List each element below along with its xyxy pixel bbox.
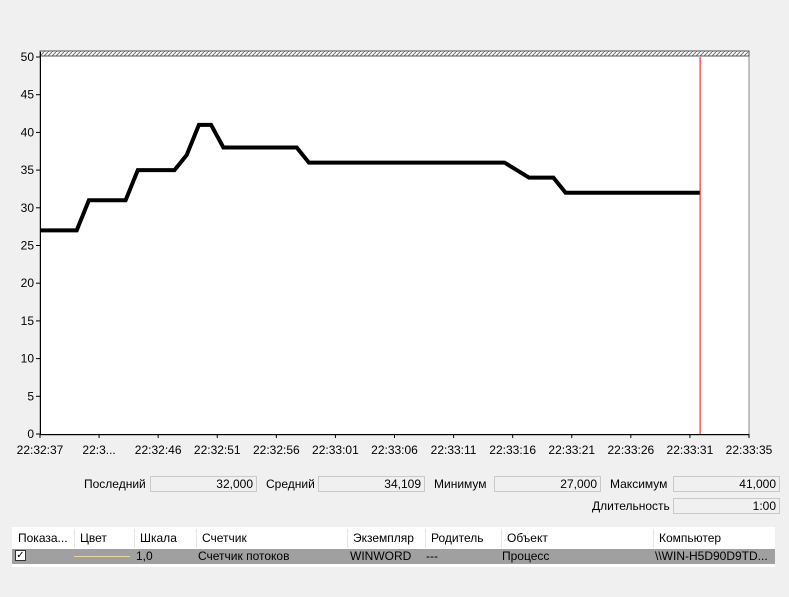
series-color-swatch (74, 556, 130, 557)
y-tick-label: 20 (21, 276, 35, 290)
col-header-scale[interactable]: Шкала (140, 531, 177, 545)
x-tick-label: 22:33:26 (607, 443, 654, 457)
x-tick-label: 22:3... (82, 443, 115, 457)
table-row[interactable]: ✓ 1,0 Счетчик потоков WINWORD --- Процес… (12, 549, 775, 564)
plot-area (39, 51, 750, 436)
counter-legend-table[interactable]: Показа... Цвет Шкала Счетчик Экземпляр Р… (12, 527, 775, 567)
instance-cell: WINWORD (350, 549, 412, 563)
x-tick-label: 22:33:21 (548, 443, 595, 457)
y-tick-label: 30 (21, 201, 35, 215)
col-header-instance[interactable]: Экземпляр (353, 531, 414, 545)
scale-cell: 1,0 (136, 549, 153, 563)
col-header-object[interactable]: Объект (507, 531, 548, 545)
col-header-color[interactable]: Цвет (80, 531, 107, 545)
y-tick-label: 0 (27, 427, 34, 441)
parent-cell: --- (426, 549, 438, 563)
col-header-show[interactable]: Показа... (18, 531, 68, 545)
avg-label: Средний (266, 477, 315, 491)
last-label: Последний (84, 477, 146, 491)
col-header-computer[interactable]: Компьютер (659, 531, 722, 545)
y-tick-label: 35 (21, 163, 35, 177)
y-tick-label: 50 (21, 50, 35, 64)
duration-label: Длительность (592, 499, 670, 513)
scroll-hatch-bar (39, 50, 750, 57)
x-tick-label: 22:33:35 (726, 443, 773, 457)
duration-value: 1:00 (673, 498, 780, 514)
show-checkbox[interactable]: ✓ (15, 550, 26, 561)
x-tick-label: 22:33:16 (489, 443, 536, 457)
col-header-counter[interactable]: Счетчик (202, 531, 247, 545)
y-tick-label: 45 (21, 88, 35, 102)
performance-chart[interactable]: 0 5 10 15 20 25 30 35 40 45 50 22:32:37 22:3... 22:3… (0, 0, 789, 470)
min-label: Минимум (434, 477, 487, 491)
y-tick-label: 25 (21, 239, 35, 253)
max-label: Максимум (610, 477, 668, 491)
series-line-thread-count (40, 122, 701, 233)
x-tick-label: 22:33:11 (431, 443, 477, 457)
y-tick-label: 15 (21, 314, 35, 328)
max-value: 41,000 (673, 476, 780, 492)
x-tick-label: 22:32:56 (253, 443, 300, 457)
x-tick-label: 22:32:37 (17, 443, 64, 457)
x-tick-label: 22:33:06 (371, 443, 418, 457)
computer-cell: \\WIN-H5D90D9TD... (655, 549, 768, 563)
y-tick-label: 10 (21, 352, 35, 366)
y-tick-label: 40 (21, 125, 35, 139)
avg-value: 34,109 (318, 476, 425, 492)
x-tick-label: 22:32:51 (194, 443, 241, 457)
object-cell: Процесс (502, 549, 550, 563)
last-value: 32,000 (150, 476, 257, 492)
min-value: 27,000 (494, 476, 601, 492)
x-tick-label: 22:33:01 (312, 443, 359, 457)
counter-cell: Счетчик потоков (198, 549, 290, 563)
x-tick-label: 22:33:31 (667, 443, 714, 457)
x-tick-label: 22:32:46 (135, 443, 182, 457)
y-tick-label: 5 (27, 389, 34, 403)
col-header-parent[interactable]: Родитель (431, 531, 484, 545)
